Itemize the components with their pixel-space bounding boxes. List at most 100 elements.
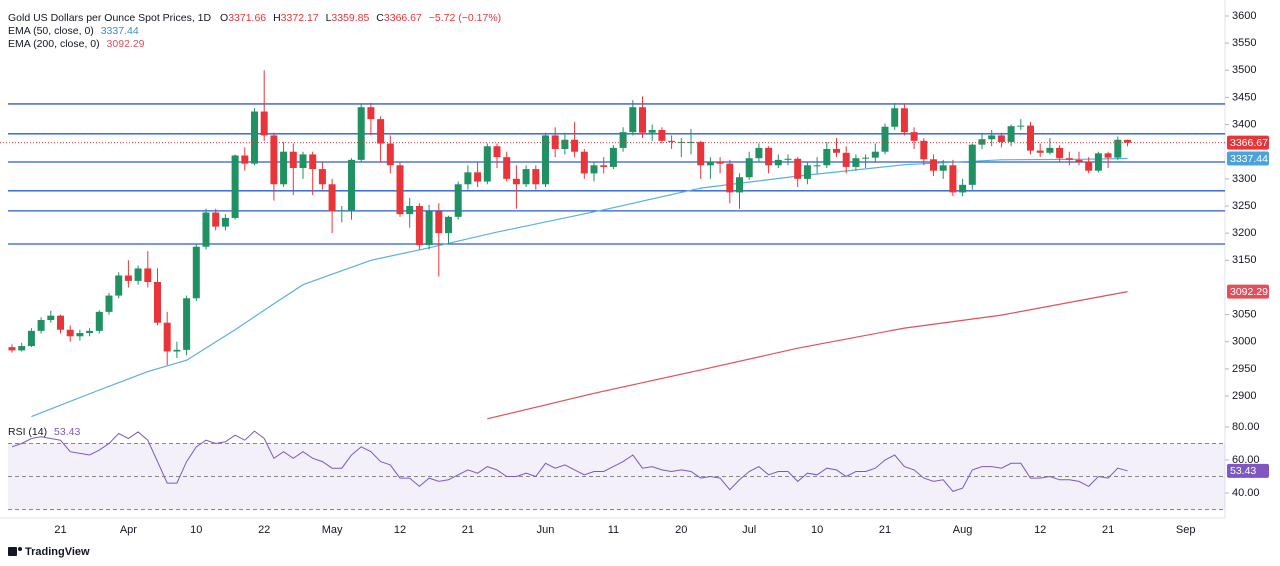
legend-ema200: EMA (200, close, 0) 3092.29 <box>8 38 145 50</box>
ema50-tag: 3337.44 <box>1230 153 1268 165</box>
candle-body <box>425 211 433 246</box>
ohlc-value: 3359.85 <box>331 12 369 24</box>
y-tick-label: 3300 <box>1232 173 1256 185</box>
candle-body <box>862 157 870 159</box>
candle-body <box>930 159 937 171</box>
x-tick-label: Jul <box>742 524 756 536</box>
change: −5.72 (−0.17%) <box>429 12 501 24</box>
candle-body <box>716 161 724 164</box>
candle-body <box>1046 147 1054 153</box>
candle-body <box>658 129 666 141</box>
candle-body <box>561 139 569 149</box>
candle-body <box>794 158 802 179</box>
x-tick-label: 21 <box>879 524 891 536</box>
x-tick-label: May <box>322 524 343 536</box>
rsi-tag-bg <box>1227 463 1269 478</box>
candle-body <box>18 346 26 351</box>
y-tick-label: 2950 <box>1232 363 1256 375</box>
y-tick-label: 3150 <box>1232 254 1256 266</box>
candle-body <box>95 311 103 331</box>
candle-body <box>1114 139 1122 158</box>
ohlc-key: L <box>326 12 332 24</box>
candle-body <box>231 155 239 218</box>
x-tick-label: Jun <box>537 524 555 536</box>
candle-body <box>823 148 831 166</box>
candle-body <box>309 154 317 170</box>
candle-body <box>154 281 161 323</box>
y-tick-label: 3600 <box>1232 10 1256 22</box>
candle-body <box>454 184 462 217</box>
candle-body <box>445 216 452 234</box>
candle-body <box>144 268 152 282</box>
rsi-band <box>8 443 1225 510</box>
y-tick-label: 2900 <box>1232 390 1256 402</box>
legend-rsi: RSI (14) 53.43 <box>8 426 80 438</box>
candle-body <box>299 154 307 168</box>
candle-body <box>37 319 45 331</box>
candle-body <box>202 212 210 247</box>
legend-ema50: EMA (50, close, 0) 3337.44 <box>8 25 139 37</box>
candle-body <box>959 184 967 193</box>
candle-body <box>357 107 365 160</box>
candle-body <box>367 107 375 120</box>
candle-body <box>745 158 753 178</box>
candle-body <box>580 151 588 174</box>
candle-body <box>212 212 220 227</box>
candle-body <box>1027 125 1034 151</box>
candle-body <box>784 158 792 160</box>
candle-body <box>1124 139 1131 143</box>
ema200-tag-bg <box>1227 284 1269 299</box>
last-price-tag-bg <box>1227 135 1269 150</box>
candle-body <box>542 135 549 185</box>
candle-body <box>483 146 491 182</box>
rsi-tag: 53.43 <box>1230 465 1256 477</box>
candle-body <box>377 119 385 144</box>
candle-body <box>1056 147 1064 159</box>
y-tick-label: 3450 <box>1232 91 1256 103</box>
x-tick-label: 22 <box>258 524 270 536</box>
candle-body <box>512 178 520 185</box>
candle-body <box>221 217 229 227</box>
ema-line <box>487 291 1128 420</box>
ohlc-value: 3366.67 <box>384 12 422 24</box>
legend-name: EMA (50, close, 0) <box>8 25 94 37</box>
candle-body <box>124 275 132 281</box>
candle-body <box>619 132 627 148</box>
candle-body <box>1094 153 1102 171</box>
legend-value: 53.43 <box>54 426 80 438</box>
y-tick-label: 3200 <box>1232 227 1256 239</box>
legend-value: 3337.44 <box>101 25 139 37</box>
candle-body <box>920 140 928 160</box>
y-tick-label: 3050 <box>1232 308 1256 320</box>
candle-body <box>803 165 811 179</box>
candle-body <box>183 298 191 350</box>
candle-body <box>76 333 84 337</box>
x-tick-label: 21 <box>462 524 474 536</box>
legend-name: RSI (14) <box>8 426 47 438</box>
header: Gold US Dollars per Ounce Spot Prices, 1… <box>8 12 501 24</box>
candle-body <box>503 157 511 179</box>
ohlc-value: 3372.17 <box>281 12 319 24</box>
candle-body <box>532 169 540 185</box>
candle-body <box>338 210 346 212</box>
x-tick-label: 10 <box>190 524 202 536</box>
y-tick-label: 3400 <box>1232 118 1256 130</box>
x-tick-label: 12 <box>1034 524 1046 536</box>
candle-body <box>192 246 200 299</box>
y-tick-label: 3500 <box>1232 64 1256 76</box>
candle-body <box>1075 159 1083 162</box>
candle-body <box>415 205 423 246</box>
candle-body <box>813 165 821 167</box>
candle-body <box>464 172 472 185</box>
x-tick-label: 12 <box>394 524 406 536</box>
candle-body <box>260 111 268 136</box>
candle-body <box>668 140 676 142</box>
candle-body <box>289 151 297 168</box>
ema50-tag-bg <box>1227 151 1269 166</box>
ohlc-key: H <box>273 12 281 24</box>
candle-body <box>571 139 579 152</box>
candle-body <box>86 330 94 334</box>
y-tick-label: 3000 <box>1232 336 1256 348</box>
candle-body <box>1085 161 1093 171</box>
